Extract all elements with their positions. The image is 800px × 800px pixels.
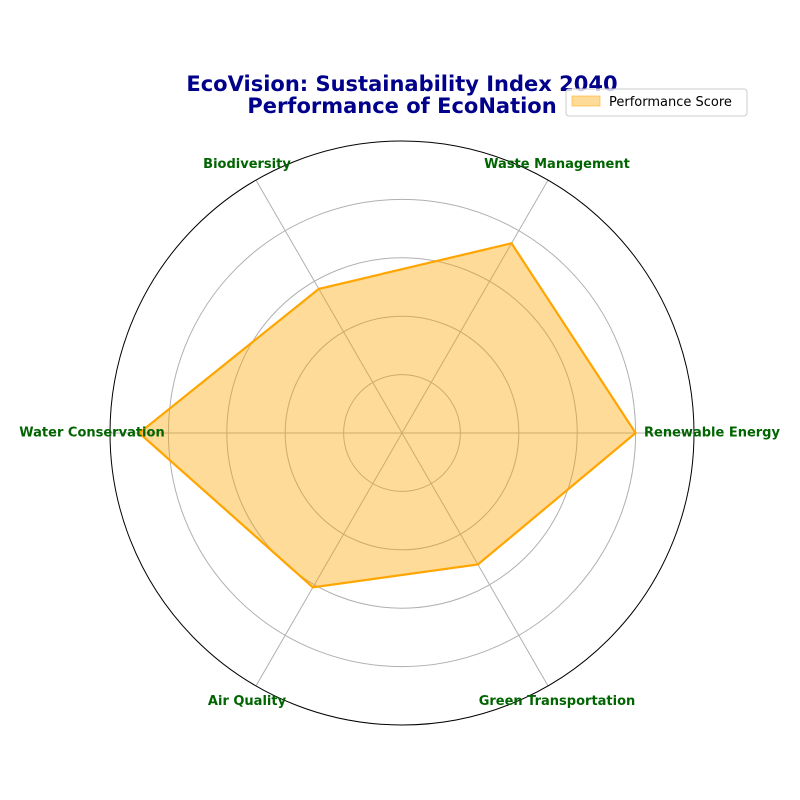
radar-series [137,242,638,589]
radar-grid [109,140,695,726]
data-point-5 [312,586,314,588]
spoke-2 [401,179,549,434]
data-point-2 [511,242,512,244]
chart-title-line-2: Performance of EcoNation [247,94,556,118]
spoke-6 [401,432,549,687]
category-label-4: Water Conservation [19,426,164,441]
category-label-3: Biodiversity [203,157,291,172]
category-label-5: Air Quality [208,694,287,709]
chart-title-line-1: EcoVision: Sustainability Index 2040 [186,72,617,96]
category-label-2: Waste Management [484,157,630,172]
data-point-3 [318,288,320,290]
series-area [139,243,636,588]
legend-swatch [571,95,601,107]
data-point-6 [477,564,479,565]
category-label-1: Renewable Energy [644,426,780,441]
data-point-4 [138,432,140,434]
legend-box [565,88,748,117]
spoke-5 [255,432,403,687]
spoke-3 [255,179,403,434]
category-label-6: Green Transportation [479,694,636,709]
category-labels: Renewable Energy Waste Management Biodiver… [19,157,780,709]
outer-circle [109,140,695,726]
legend-label: Performance Score [609,95,732,110]
data-point-1 [635,432,637,434]
legend: Performance Score [565,88,748,117]
